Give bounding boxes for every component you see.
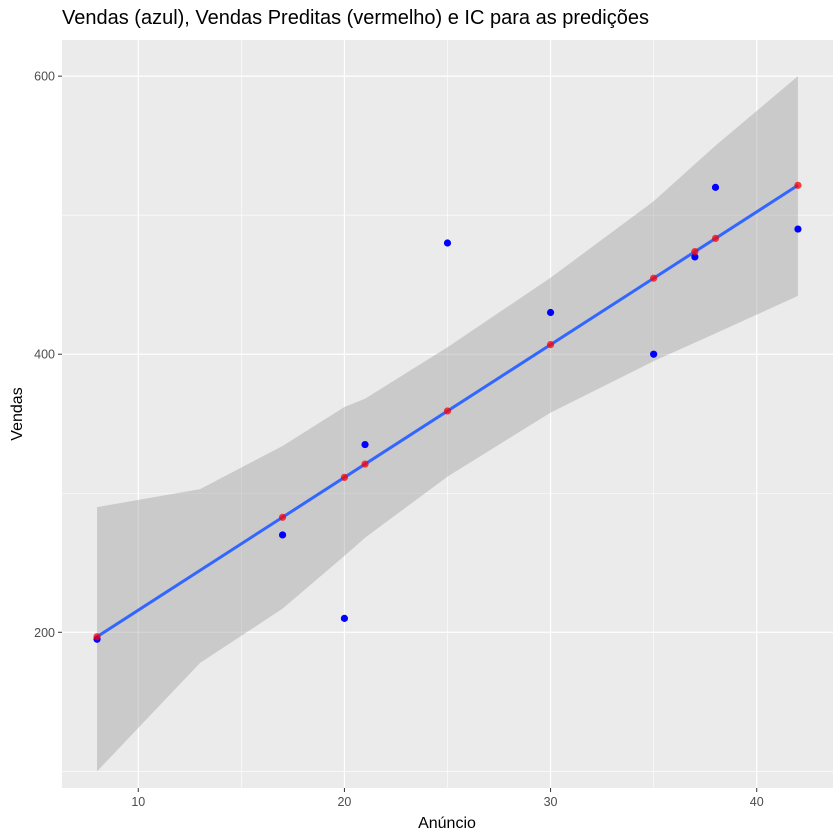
predicted-point (794, 181, 802, 189)
observed-point (443, 239, 452, 247)
predicted-point (278, 513, 287, 521)
predicted-point (546, 341, 555, 349)
observed-point (278, 531, 287, 539)
predicted-point (650, 274, 658, 282)
observed-point (691, 253, 699, 261)
y-axis-title: Vendas (9, 387, 26, 440)
major-gridlines (62, 40, 833, 788)
y-tick-label: 200 (34, 626, 55, 640)
observed-point (794, 225, 802, 233)
observed-point (711, 183, 720, 191)
y-axis: 200 400 600 (34, 70, 62, 640)
predicted-point (93, 633, 101, 641)
observed-point (546, 308, 555, 317)
y-tick-label: 600 (34, 70, 55, 84)
y-tick-label: 400 (34, 348, 55, 362)
x-tick-label: 30 (544, 795, 558, 809)
x-tick-label: 10 (131, 795, 145, 809)
x-axis: 10 20 30 40 (131, 788, 764, 809)
observed-point (340, 614, 349, 622)
observed-point (650, 350, 658, 358)
confidence-band (97, 76, 798, 772)
predicted-point (340, 473, 349, 481)
predicted-point (711, 234, 720, 243)
observed-point (361, 440, 369, 449)
x-tick-label: 20 (337, 795, 351, 809)
predicted-point (691, 248, 699, 256)
x-tick-label: 40 (750, 795, 764, 809)
x-axis-title: Anúncio (418, 815, 476, 832)
chart-title: Vendas (azul), Vendas Preditas (vermelho… (62, 7, 649, 29)
predicted-points (93, 181, 802, 641)
predicted-point (361, 460, 369, 468)
predicted-point (443, 407, 452, 415)
